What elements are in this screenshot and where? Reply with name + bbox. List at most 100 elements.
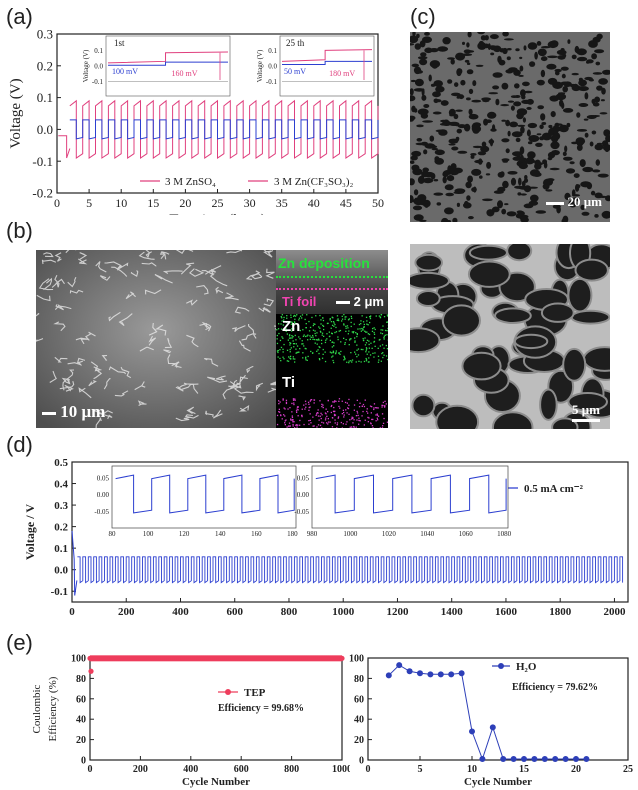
label-zn-deposition: Zn deposition: [278, 255, 370, 271]
x-tick-label: 15: [147, 196, 159, 210]
x-tick-label: 200: [133, 764, 148, 775]
inset-annotation-pink: 160 mV: [172, 69, 198, 78]
x-tick-label: 1200: [386, 606, 409, 618]
x-tick-label: 2000: [603, 606, 626, 618]
panel-label-a: (a): [6, 4, 33, 29]
scale-bar-c-top: 20 μm: [546, 194, 602, 210]
series-start-transient: [71, 530, 78, 596]
series-zinc-sulfate: [69, 99, 379, 159]
y-tick-label: 0.2: [37, 58, 53, 73]
sem-texture-porous-coarse: [410, 244, 610, 429]
chart-e-left: 0 200 400 600 800 1000 0 20 40 60 80 100 Cycle Numbe…: [31, 654, 350, 789]
inset-y-tick-label: -0.1: [266, 78, 278, 86]
y-axis-label-line2: Efficiency (%): [47, 676, 59, 741]
inset-1: Voltage (V) 0.1 0.0 -0.1 1st 100 mV 160 mV: [82, 35, 231, 97]
inset-x-tick-label: 100: [143, 530, 154, 538]
inset-x-tick-label: 160: [251, 530, 262, 538]
series-water-point: [531, 755, 538, 762]
series-water-point: [458, 670, 465, 677]
x-tick-label: 200: [118, 606, 135, 618]
series-zinc-triflate: [69, 119, 379, 140]
series-water-point: [489, 724, 496, 731]
scale-bar-inset: 2 μm: [336, 294, 384, 309]
x-tick-label: 0: [54, 196, 60, 210]
series-water-point: [437, 671, 444, 678]
x-tick-label: 1400: [441, 606, 464, 618]
inset-trace-blue: [108, 61, 228, 66]
x-tick-label: 5: [418, 764, 423, 775]
efficiency-annotation-water: Efficiency = 79.62%: [512, 682, 598, 693]
y-tick-label: 0: [359, 756, 364, 767]
x-tick-label: 15: [519, 764, 529, 775]
x-axis-label: Cycle Number: [182, 776, 250, 788]
inset-cycle-label: 1st: [114, 38, 125, 48]
x-tick-label: 0: [88, 764, 93, 775]
inset-d-2: 980 1000 1020 1040 1060 1080 0.05 0.00 -0.05: [294, 465, 512, 538]
x-axis-label: Test time (hour): [169, 212, 265, 215]
y-tick-label: 80: [354, 674, 364, 685]
x-tick-label: 20: [179, 196, 191, 210]
x-tick-label: 800: [284, 764, 299, 775]
sem-texture-porous-fine: [410, 32, 610, 222]
inset-y-tick-label: 0.0: [268, 63, 277, 71]
inset-y-tick-label: -0.1: [92, 78, 104, 86]
inset-y-label: Voltage (V): [82, 49, 90, 82]
inset-x-tick-label: 80: [109, 530, 117, 538]
legend-label-zinc-triflate: 3 M Zn(CF₃SO₃)₂: [274, 176, 354, 188]
x-tick-label: 25: [212, 196, 224, 210]
series-water-point: [562, 755, 569, 762]
inset-y-tick-label: 0.0: [94, 63, 103, 71]
y-tick-label: 0.3: [54, 500, 68, 512]
x-tick-label: 1000: [332, 764, 350, 775]
inset-trace-blue: [282, 60, 372, 65]
sem-image-porous-bottom: 5 μm: [410, 244, 610, 429]
x-axis-label: Cycle Number: [464, 776, 532, 788]
inset-annotation-pink: 180 mV: [329, 69, 355, 78]
x-tick-label: 50: [372, 196, 384, 210]
series-water-point: [448, 671, 455, 678]
y-axis-label: Voltage (V): [8, 78, 24, 148]
series-water-point: [396, 662, 403, 669]
y-axis-label: Voltage / V: [23, 504, 37, 560]
x-tick-label: 45: [340, 196, 352, 210]
legend-label: 0.5 mA cm⁻²: [524, 483, 584, 495]
x-tick-label: 1600: [495, 606, 518, 618]
y-tick-label: -0.2: [32, 186, 53, 201]
series-tep-first-point: [88, 668, 94, 674]
inset-trace-pink: [281, 49, 373, 62]
sem-cross-section-and-maps: Zn deposition Ti foil 2 μm Zn Ti: [276, 250, 388, 428]
cross-section-image: [276, 250, 388, 314]
y-tick-label: 0.1: [37, 90, 53, 105]
inset-x-tick-label: 1040: [420, 530, 435, 538]
legend-marker-tep: [225, 689, 231, 695]
x-tick-label: 800: [281, 606, 298, 618]
y-tick-label: 0.5: [54, 457, 68, 469]
series-water-point: [500, 755, 507, 762]
plot-frame: [89, 657, 343, 761]
inset-d-1: 80 100 120 140 160 180 0.05 0.00 -0.05: [94, 465, 298, 538]
x-tick-label: 400: [183, 764, 198, 775]
inset-x-tick-label: 180: [287, 530, 298, 538]
inset-annotation-blue: 100 mV: [112, 67, 138, 76]
series-water-point: [573, 755, 579, 762]
plot-frame: [367, 657, 629, 761]
scale-bar-c-bottom: 5 μm: [572, 402, 600, 422]
eds-maps: [276, 314, 388, 428]
interface-line-pink: [276, 288, 388, 290]
y-tick-label: 0: [81, 756, 86, 767]
inset-x-tick-label: 1060: [459, 530, 474, 538]
y-tick-label: 0.4: [54, 478, 68, 490]
y-tick-label: 0.3: [37, 27, 53, 42]
series-water-point: [479, 755, 486, 762]
inset-frame: [311, 465, 509, 529]
y-tick-label: 100: [349, 654, 364, 665]
series-water-point: [510, 755, 517, 762]
panel-label-d: (d): [6, 432, 33, 457]
inset-cycle-label: 25 th: [286, 38, 305, 48]
inset-trace: [315, 474, 507, 514]
inset-annotation-blue: 50 mV: [284, 67, 306, 76]
series-water-point: [406, 668, 413, 675]
y-tick-label: 0.0: [54, 565, 68, 577]
map-label-zn: Zn: [282, 318, 301, 335]
inset-y-tick-label: 0.05: [297, 474, 310, 482]
